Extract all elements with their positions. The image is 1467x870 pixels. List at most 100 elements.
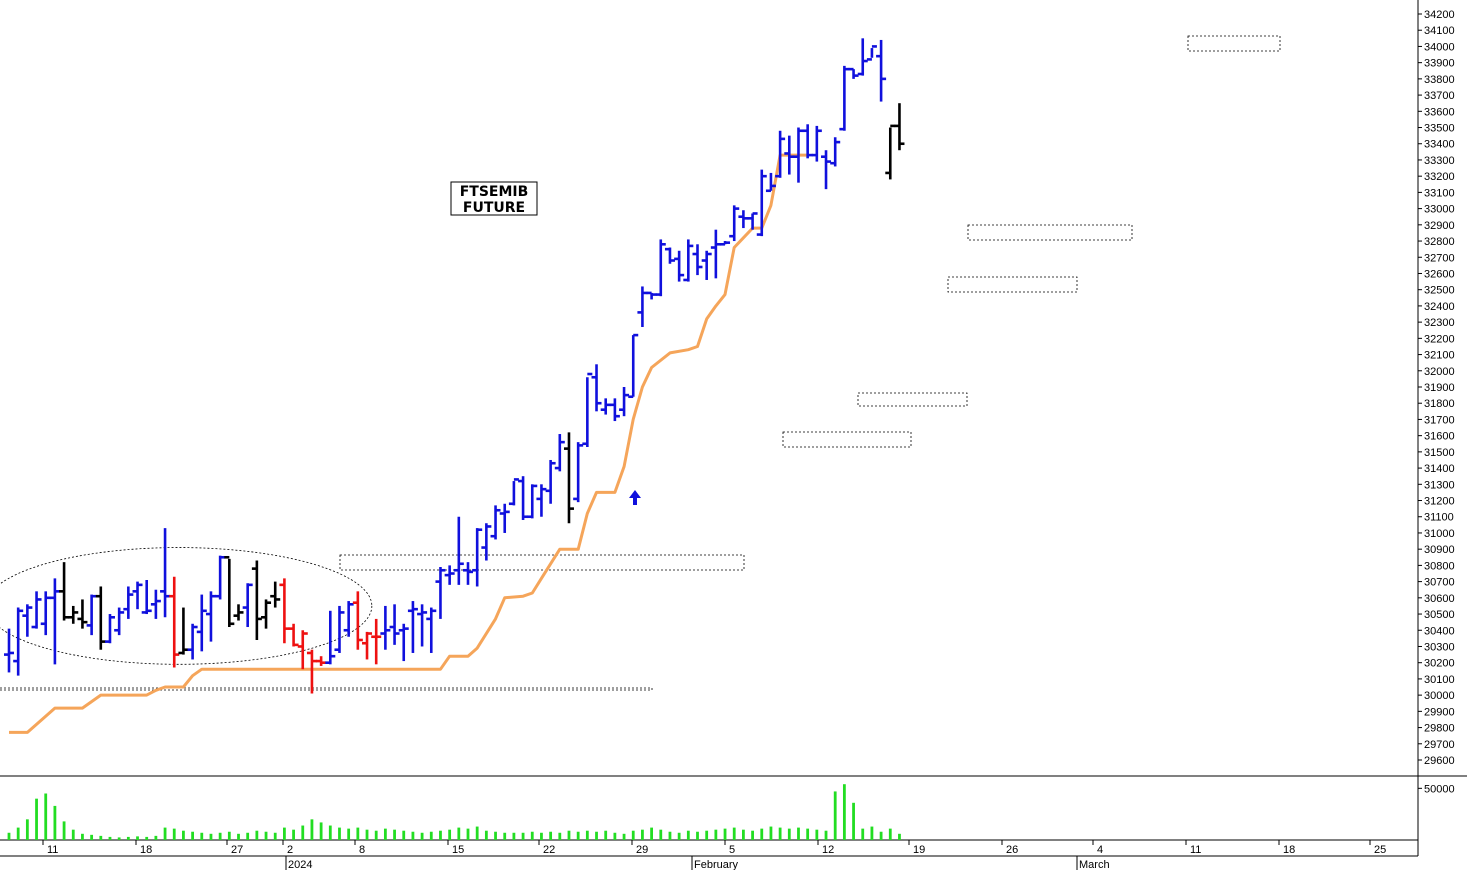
annotations-layer xyxy=(0,35,1281,691)
ohlc-bar xyxy=(104,614,115,644)
x-day-tick-label: 27 xyxy=(231,844,243,856)
ohlc-bar xyxy=(343,601,354,637)
ohlc-bar xyxy=(435,567,446,619)
chart-title-box: FTSEMIB FUTURE xyxy=(450,181,538,216)
y-tick-label: 30000 xyxy=(1424,690,1455,702)
ohlc-bar xyxy=(463,562,473,585)
ohlc-bar xyxy=(325,610,336,665)
ohlc-bar xyxy=(563,432,574,524)
ohlc-bar xyxy=(481,523,492,561)
ohlc-bar xyxy=(288,623,299,647)
x-day-tick-label: 26 xyxy=(1006,844,1018,856)
y-tick-label: 30700 xyxy=(1424,577,1455,589)
resistance-box xyxy=(947,276,1078,293)
ohlc-bar xyxy=(876,39,887,102)
y-tick-label: 30300 xyxy=(1424,641,1455,653)
resistance-box xyxy=(967,224,1133,241)
date-axis: 11 18 27 2 8 15 22 29 5 12 19 26 4 11 18 25 2024 February… xyxy=(42,840,1386,870)
y-tick-label: 30500 xyxy=(1424,609,1455,621)
ohlc-bar xyxy=(729,205,740,242)
chart-title-line-1: FTSEMIB xyxy=(460,184,529,200)
ohlc-bar xyxy=(417,604,428,647)
ohlc-bar xyxy=(802,124,813,159)
x-day-tick-label: 18 xyxy=(1283,844,1295,856)
y-tick-label: 31800 xyxy=(1424,398,1455,410)
ohlc-bar xyxy=(224,555,235,628)
ohlc-bar xyxy=(453,516,464,585)
ohlc-bar xyxy=(600,398,611,415)
ohlc-bar xyxy=(756,169,767,237)
y-tick-label: 33700 xyxy=(1424,90,1455,102)
y-tick-label: 33200 xyxy=(1424,171,1455,183)
resistance-box xyxy=(339,554,745,571)
volume-tick-label: 50000 xyxy=(1424,783,1455,795)
y-tick-label: 31900 xyxy=(1424,382,1455,394)
y-tick-label: 33300 xyxy=(1424,155,1455,167)
ohlc-bar xyxy=(637,286,648,327)
y-tick-label: 32300 xyxy=(1424,317,1455,329)
ohlc-bar xyxy=(362,631,373,660)
x-month-label: February xyxy=(694,859,739,870)
y-tick-label: 30200 xyxy=(1424,658,1455,670)
ohlc-bar xyxy=(683,239,694,282)
y-tick-label: 31600 xyxy=(1424,431,1455,443)
x-day-tick-label: 4 xyxy=(1097,844,1103,856)
ohlc-bar xyxy=(508,478,519,506)
y-tick-label: 30800 xyxy=(1424,560,1455,572)
y-tick-label: 29600 xyxy=(1424,755,1455,767)
ohlc-bar xyxy=(885,124,896,180)
ohlc-bar xyxy=(261,599,272,629)
ohlc-bar xyxy=(59,562,70,621)
x-day-tick-label: 19 xyxy=(913,844,925,856)
ohlc-bar xyxy=(123,586,134,619)
y-tick-label: 33400 xyxy=(1424,139,1455,151)
ohlc-bar xyxy=(251,560,262,640)
ohlc-bar xyxy=(205,591,216,642)
buy-arrow-icon xyxy=(629,490,641,505)
ohlc-bar xyxy=(821,150,832,190)
y-tick-label: 33600 xyxy=(1424,106,1455,118)
ohlc-bar xyxy=(178,607,189,655)
y-tick-label: 29800 xyxy=(1424,723,1455,735)
x-month-label: 2024 xyxy=(288,859,312,870)
y-tick-label: 31500 xyxy=(1424,447,1455,459)
ohlc-bar xyxy=(95,586,106,650)
x-day-tick-label: 11 xyxy=(1190,844,1201,856)
ohlc-bar xyxy=(499,503,510,533)
x-day-tick-label: 15 xyxy=(452,844,464,856)
y-tick-label: 33900 xyxy=(1424,58,1455,70)
ohlc-bar xyxy=(857,38,868,76)
ohlc-bar xyxy=(77,599,88,629)
price-axis: 29600 29700 29800 29900 30000 30100 30200 30300… xyxy=(1418,9,1455,767)
y-tick-label: 33100 xyxy=(1424,187,1455,199)
support-box xyxy=(0,687,653,691)
ohlc-bar xyxy=(765,172,776,193)
stop-line-layer xyxy=(9,153,808,734)
y-tick-label: 30900 xyxy=(1424,544,1455,556)
ohlc-bar xyxy=(398,623,409,662)
ohlc-bar xyxy=(444,565,455,585)
y-tick-label: 31300 xyxy=(1424,479,1455,491)
x-day-tick-label: 5 xyxy=(729,844,735,856)
ohlc-bar xyxy=(609,398,620,422)
y-tick-label: 32000 xyxy=(1424,366,1455,378)
y-tick-label: 34100 xyxy=(1424,25,1455,37)
ohlc-bar xyxy=(426,607,437,653)
chart-title-line-2: FUTURE xyxy=(463,200,525,216)
y-tick-label: 33800 xyxy=(1424,74,1455,86)
y-tick-label: 34200 xyxy=(1424,9,1455,21)
ohlc-bar xyxy=(811,125,822,162)
ohlc-bar xyxy=(573,442,584,503)
ohlc-bar xyxy=(316,656,327,666)
ohlc-bar xyxy=(114,607,125,636)
ohlc-bar xyxy=(490,505,501,540)
y-tick-label: 31100 xyxy=(1424,512,1454,524)
ohlc-bar xyxy=(775,130,786,178)
price-bars-layer xyxy=(4,38,905,694)
ohlc-bar xyxy=(4,628,14,673)
y-tick-label: 29900 xyxy=(1424,706,1455,718)
y-tick-label: 29700 xyxy=(1424,739,1455,751)
x-day-tick-label: 18 xyxy=(140,844,152,856)
ohlc-bar xyxy=(334,605,345,653)
